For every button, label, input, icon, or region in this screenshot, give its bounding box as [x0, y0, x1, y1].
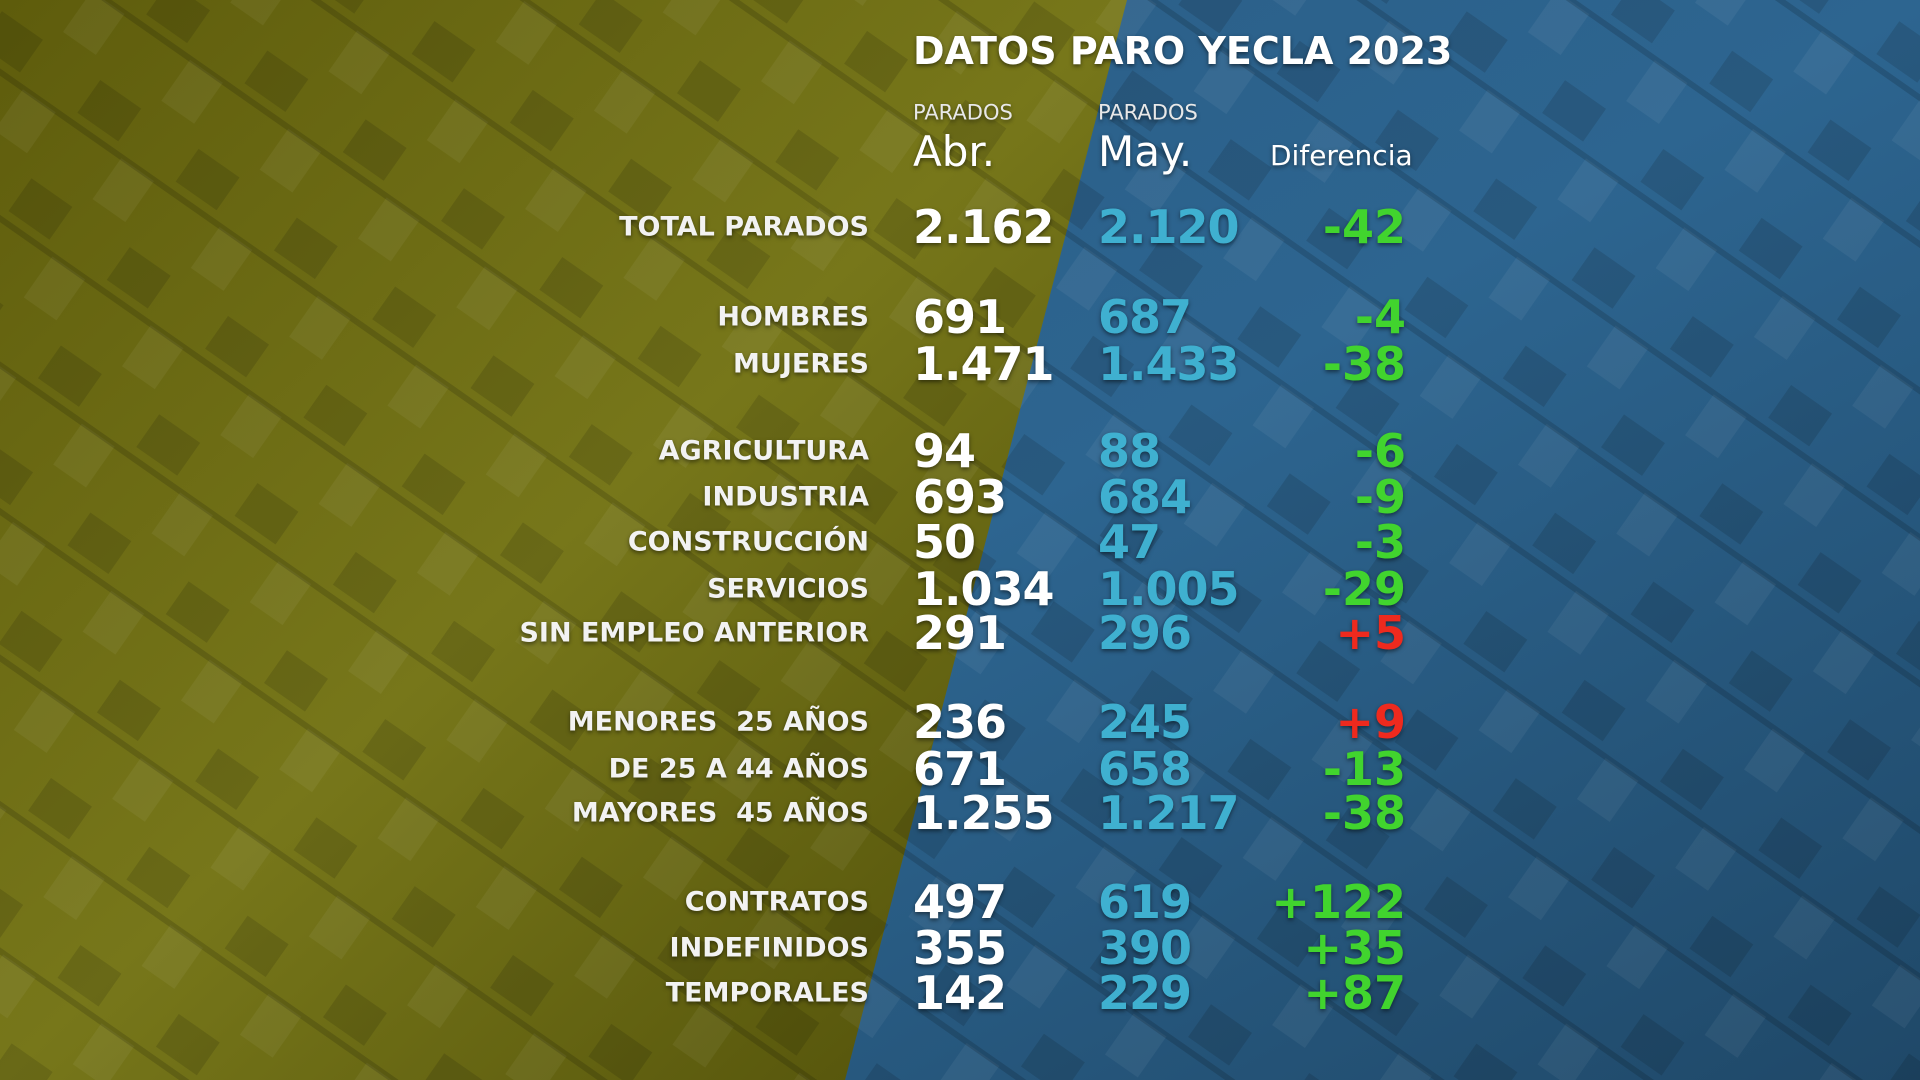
- abr-value: 1.471: [913, 337, 1055, 391]
- diff-value: -4: [1354, 290, 1406, 344]
- may-value: 2.120: [1098, 200, 1240, 254]
- may-value: 1.433: [1098, 337, 1240, 391]
- row-label: MUJERES: [733, 348, 869, 380]
- diff-value: -38: [1322, 337, 1406, 391]
- row-label: INDEFINIDOS: [669, 932, 869, 964]
- row-label: TOTAL PARADOS: [619, 211, 869, 243]
- may-value: 245: [1098, 695, 1192, 749]
- diff-value: -3: [1354, 515, 1406, 569]
- row-label: HOMBRES: [717, 301, 869, 333]
- may-value: 296: [1098, 606, 1192, 660]
- abr-value: 1.255: [913, 786, 1055, 840]
- diff-value: +122: [1271, 875, 1406, 929]
- row-label: INDUSTRIA: [702, 481, 869, 513]
- abr-value: 671: [913, 742, 1007, 796]
- row-label: TEMPORALES: [665, 977, 869, 1009]
- may-value: 390: [1098, 921, 1192, 975]
- column-header: Diferencia: [1270, 139, 1413, 172]
- row-label: SERVICIOS: [707, 573, 869, 605]
- diff-value: +9: [1335, 695, 1406, 749]
- column-caption: PARADOS: [913, 100, 1013, 125]
- column-header: May.: [1098, 127, 1193, 176]
- abr-value: 1.034: [913, 562, 1055, 616]
- row-label: SIN EMPLEO ANTERIOR: [519, 617, 869, 649]
- may-value: 684: [1098, 470, 1192, 524]
- may-value: 1.217: [1098, 786, 1240, 840]
- diff-value: -38: [1322, 786, 1406, 840]
- abr-value: 94: [913, 424, 976, 478]
- row-label: DE 25 A 44 AÑOS: [608, 753, 869, 785]
- diff-value: +5: [1335, 606, 1406, 660]
- title: DATOS PARO YECLA 2023: [913, 29, 1453, 73]
- abr-value: 50: [913, 515, 976, 569]
- row-label: MAYORES 45 AÑOS: [571, 797, 869, 829]
- diff-value: -13: [1322, 742, 1406, 796]
- abr-value: 691: [913, 290, 1007, 344]
- diff-value: -42: [1322, 200, 1406, 254]
- abr-value: 693: [913, 470, 1007, 524]
- row-label: CONTRATOS: [684, 886, 869, 918]
- may-value: 1.005: [1098, 562, 1240, 616]
- abr-value: 236: [913, 695, 1007, 749]
- abr-value: 142: [913, 966, 1007, 1020]
- column-header: Abr.: [913, 127, 996, 176]
- abr-value: 2.162: [913, 200, 1055, 254]
- diff-value: +35: [1303, 921, 1406, 975]
- column-caption: PARADOS: [1098, 100, 1198, 125]
- abr-value: 497: [913, 875, 1007, 929]
- may-value: 47: [1098, 515, 1161, 569]
- may-value: 658: [1098, 742, 1192, 796]
- row-label: CONSTRUCCIÓN: [627, 526, 869, 558]
- diff-value: +87: [1303, 966, 1406, 1020]
- abr-value: 355: [913, 921, 1007, 975]
- may-value: 619: [1098, 875, 1192, 929]
- diff-value: -29: [1322, 562, 1406, 616]
- may-value: 687: [1098, 290, 1192, 344]
- row-label: MENORES 25 AÑOS: [567, 706, 869, 738]
- may-value: 88: [1098, 424, 1161, 478]
- may-value: 229: [1098, 966, 1192, 1020]
- diff-value: -9: [1354, 470, 1406, 524]
- row-label: AGRICULTURA: [658, 435, 869, 467]
- diff-value: -6: [1354, 424, 1406, 478]
- abr-value: 291: [913, 606, 1007, 660]
